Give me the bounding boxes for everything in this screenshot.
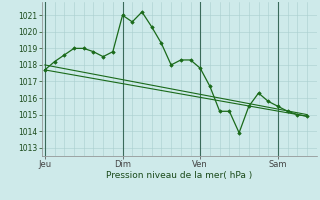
X-axis label: Pression niveau de la mer( hPa ): Pression niveau de la mer( hPa ) bbox=[106, 171, 252, 180]
